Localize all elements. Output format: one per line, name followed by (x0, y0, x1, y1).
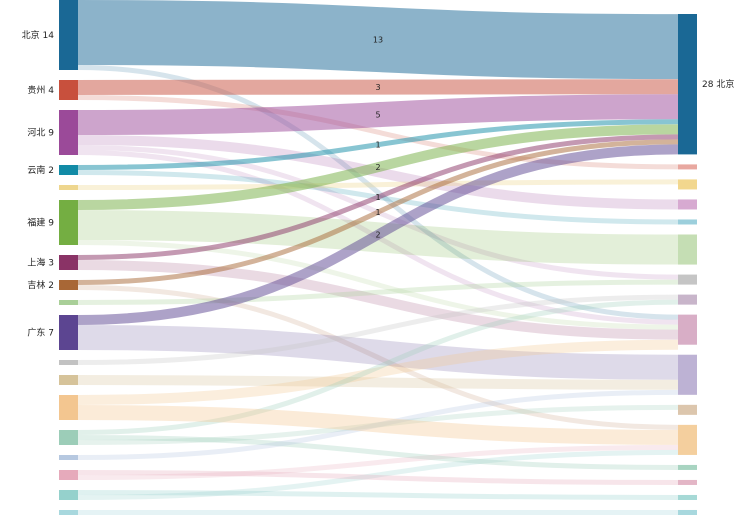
target-node (678, 464, 697, 470)
labels-layer: 13 3 5 1 2 1 1 2 北京 14 贵州 4 河北 9 云南 2 福建 9 上海 3 吉林 2 广东… (22, 29, 735, 339)
source-node (59, 80, 78, 100)
nodes-layer (59, 0, 697, 515)
sankey-link (77, 179, 679, 190)
target-node (678, 179, 697, 190)
source-node-label: 云南 2 (27, 164, 54, 176)
source-node-label: 吉林 2 (27, 279, 54, 291)
target-node (678, 354, 697, 395)
source-node (59, 360, 78, 365)
sankey-link (77, 294, 679, 365)
link-value-label: 1 (375, 208, 380, 217)
target-node (678, 164, 697, 170)
sankey-link (77, 134, 679, 260)
source-node (59, 470, 78, 480)
sankey-link (77, 94, 679, 135)
link-value-label: 1 (375, 141, 380, 150)
source-node-label: 上海 3 (27, 257, 54, 269)
source-node (59, 185, 78, 190)
sankey-link (77, 325, 679, 380)
sankey-link (77, 144, 679, 325)
source-node-label: 贵州 4 (27, 84, 54, 96)
sankey-link (77, 444, 679, 480)
source-node (59, 110, 78, 155)
source-node (59, 455, 78, 460)
source-node (59, 255, 78, 270)
source-node (59, 300, 78, 305)
source-node-label: 广东 7 (27, 327, 54, 339)
source-node (59, 315, 78, 350)
target-node (678, 294, 697, 305)
sankey-link (77, 0, 679, 80)
source-node (59, 165, 78, 175)
source-node (59, 490, 78, 500)
link-value-label: 5 (375, 111, 380, 120)
source-node (59, 430, 78, 445)
target-node (678, 234, 697, 265)
target-node-label: 28 北京 (702, 78, 734, 90)
sankey-link (77, 490, 679, 500)
source-node (59, 200, 78, 245)
link-value-label: 2 (375, 163, 380, 172)
source-node (59, 280, 78, 290)
links-layer (77, 0, 679, 515)
link-value-label: 3 (375, 83, 380, 92)
sankey-link (77, 389, 679, 460)
source-node-label: 福建 9 (27, 217, 54, 229)
source-node (59, 510, 78, 515)
sankey-link (77, 404, 679, 445)
target-node (678, 509, 697, 515)
sankey-link (77, 139, 679, 285)
sankey-link (77, 279, 679, 305)
sankey-link (77, 124, 679, 210)
source-node (59, 395, 78, 420)
link-value-label: 2 (375, 231, 380, 240)
sankey-link (77, 299, 679, 435)
sankey-link (77, 285, 679, 430)
sankey-link (77, 240, 679, 330)
sankey-link (77, 470, 679, 485)
target-node (678, 14, 697, 155)
sankey-link (77, 375, 679, 390)
target-node (678, 424, 697, 455)
sankey-link (77, 339, 679, 405)
source-node (59, 0, 78, 70)
source-node-label: 北京 14 (22, 29, 55, 41)
target-node (678, 219, 697, 225)
sankey-link (77, 79, 679, 95)
sankey-link (77, 435, 679, 470)
source-node-label: 河北 9 (27, 127, 54, 139)
sankey-link (77, 405, 679, 445)
target-node (678, 494, 697, 500)
source-node (59, 375, 78, 385)
link-value-label: 1 (375, 193, 380, 202)
sankey-link (77, 119, 679, 170)
target-node (678, 479, 697, 485)
target-node (678, 314, 697, 345)
link-value-label: 13 (373, 36, 383, 45)
target-node (678, 199, 697, 210)
sankey-link (77, 449, 679, 500)
sankey-link (77, 260, 679, 340)
target-node (678, 274, 697, 285)
target-node (678, 404, 697, 415)
